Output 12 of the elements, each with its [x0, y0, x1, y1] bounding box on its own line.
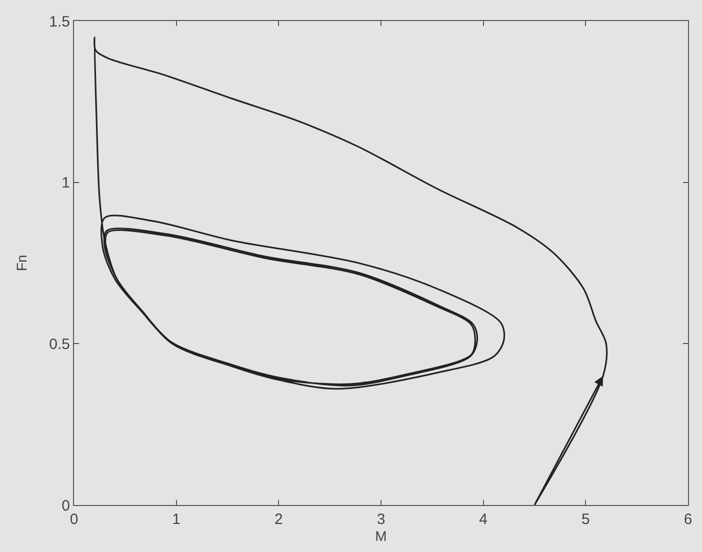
x-tick-label: 3: [376, 511, 386, 528]
y-tick-label: 1.5: [49, 13, 70, 30]
y-tick-label: 1: [62, 174, 70, 192]
x-tick-label: 5: [582, 511, 590, 528]
y-tick-label: 0: [62, 497, 70, 514]
x-tick-label: 6: [684, 511, 692, 528]
x-tick-label: 2: [274, 511, 283, 528]
y-axis-title: Fn: [14, 254, 30, 272]
x-axis-title: M: [375, 528, 387, 544]
x-tick-label: 4: [479, 511, 488, 528]
x-tick-label: 1: [172, 511, 180, 528]
y-tick-label: 0.5: [49, 336, 70, 353]
